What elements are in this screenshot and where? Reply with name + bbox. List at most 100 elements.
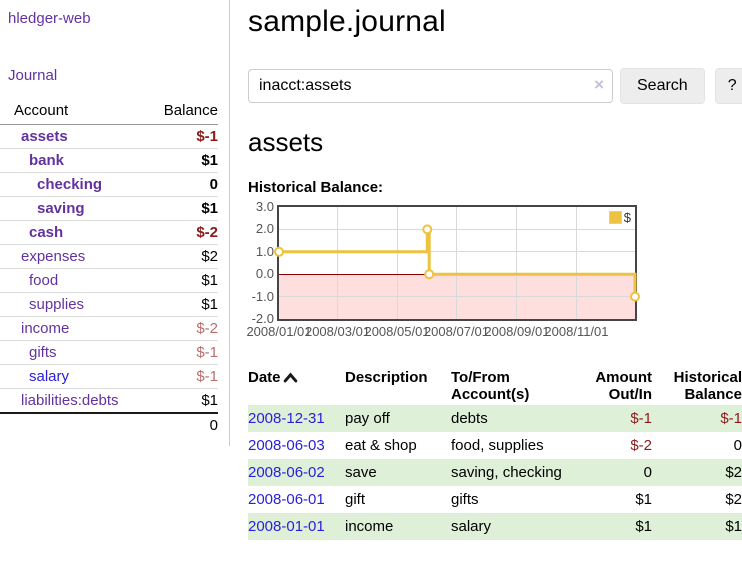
register-row: 2008-06-02 save saving, checking 0 $2 [248, 459, 742, 486]
register-body: 2008-12-31 pay off debts $-1 $-1 2008-06-03 ea… [248, 405, 742, 540]
account-title: assets [248, 127, 324, 157]
transaction-amount: 0 [643, 464, 652, 481]
main-content: sample.journal × Search ? assets Histori… [231, 0, 742, 540]
register-table: Date Description To/From Account(s) Amou… [248, 367, 742, 540]
sidebar-account-row: saving $1 [0, 196, 218, 221]
app-title-link[interactable]: hledger-web [8, 10, 91, 27]
y-axis-tick-label: -2.0 [251, 311, 274, 326]
transaction-date-link[interactable]: 2008-06-03 [248, 437, 325, 454]
gridline-horizontal [279, 296, 635, 298]
transaction-accounts: salary [451, 518, 492, 535]
transaction-balance: $-1 [720, 410, 742, 427]
clear-search-icon[interactable]: × [594, 75, 604, 94]
x-axis-tick-label: 2008/03/01 [304, 324, 371, 339]
sidebar-account-link[interactable]: checking [37, 176, 103, 193]
transaction-description: save [345, 464, 377, 481]
transaction-description: income [345, 518, 394, 535]
register-col-date[interactable]: Date [248, 367, 345, 405]
transaction-accounts: debts [451, 410, 488, 427]
legend-label: $ [623, 210, 631, 225]
y-axis-tick-label: -1.0 [251, 288, 274, 304]
transaction-amount: $1 [635, 491, 652, 508]
sidebar-account-link[interactable]: supplies [29, 296, 85, 313]
historical-balance-chart: $3.0 2.0 1.0 0.0 -1.0 -2.0 2008/01/01 2008/03/0… [246, 199, 742, 346]
data-point-marker [422, 224, 433, 235]
legend-swatch [608, 211, 622, 224]
sidebar-account-link[interactable]: expenses [21, 248, 86, 265]
chart-plot-area: $ [274, 205, 640, 321]
sidebar-account-row: assets $-1 [0, 124, 218, 149]
y-axis-tick-label: 1.0 [255, 243, 274, 259]
sidebar-account-link[interactable]: gifts [29, 344, 57, 361]
sidebar-account-row: food $1 [0, 268, 218, 293]
search-form: × Search ? [248, 68, 742, 104]
data-point-marker [274, 246, 284, 257]
search-box: × [248, 69, 613, 103]
register-row: 2008-06-03 eat & shop food, supplies $-2 0 [248, 432, 742, 459]
nav-journal-link[interactable]: Journal [8, 67, 58, 84]
transaction-description: gift [345, 491, 366, 508]
sidebar-col-account: Account [0, 99, 130, 125]
transaction-balance: 0 [733, 437, 742, 454]
transaction-balance: $1 [725, 518, 742, 535]
transaction-date-link[interactable]: 2008-01-01 [248, 518, 325, 535]
sidebar-accounts-table: Account Balance assets $-1 bank $1 checking 0… [0, 99, 218, 438]
sidebar-total-row: 0 [0, 412, 218, 438]
transaction-amount: $-2 [630, 437, 652, 454]
sidebar-account-row: liabilities:debts $1 [0, 388, 218, 414]
sidebar-account-balance: $2 [130, 244, 218, 269]
sidebar-account-balance: $-1 [130, 124, 218, 149]
sidebar-account-link[interactable]: liabilities:debts [21, 392, 119, 409]
sidebar-account-link[interactable]: bank [29, 152, 65, 169]
sidebar-account-balance: $1 [130, 388, 218, 414]
y-axis-tick-label: 2.0 [255, 221, 274, 237]
sidebar-account-row: supplies $1 [0, 292, 218, 317]
gridline-vertical [516, 207, 518, 319]
sidebar-account-row: gifts $-1 [0, 340, 218, 365]
gridline-vertical [337, 207, 339, 319]
transaction-accounts: gifts [451, 491, 479, 508]
transaction-date-link[interactable]: 2008-06-01 [248, 491, 325, 508]
sidebar-account-balance: $1 [130, 268, 218, 293]
register-col-accounts: To/From Account(s) [451, 369, 530, 403]
data-point-marker [630, 291, 640, 302]
sidebar-account-row: cash $-2 [0, 220, 218, 245]
help-button[interactable]: ? [714, 68, 742, 104]
gridline-vertical [396, 207, 398, 319]
page-title: sample.journal [248, 5, 446, 38]
sidebar-account-link[interactable]: food [29, 272, 59, 289]
gridline-vertical [575, 207, 577, 319]
gridline-horizontal [279, 228, 635, 230]
sidebar-account-balance: $1 [130, 148, 218, 173]
sidebar-account-link[interactable]: saving [37, 200, 85, 217]
register-row: 2008-12-31 pay off debts $-1 $-1 [248, 405, 742, 432]
search-input[interactable] [248, 69, 613, 103]
transaction-date-link[interactable]: 2008-06-02 [248, 464, 325, 481]
sidebar-account-balance: $1 [130, 292, 218, 317]
sidebar-accounts-body: assets $-1 bank $1 checking 0 saving $1 cash $-2 e… [0, 124, 218, 414]
transaction-accounts: food, supplies [451, 437, 544, 454]
transaction-description: eat & shop [345, 437, 417, 454]
x-axis-tick-label: 2008/09/01 [484, 324, 550, 339]
register-col-description: Description [345, 369, 428, 386]
register-header-row: Date Description To/From Account(s) Amou… [248, 367, 742, 405]
y-axis-tick-label: 3.0 [255, 199, 274, 214]
sidebar: hledger-web Journal Account Balance asse… [0, 0, 230, 446]
chart-legend: $ [608, 210, 631, 225]
sidebar-account-link[interactable]: cash [29, 224, 64, 241]
x-axis-tick-label: 2008/01/01 [246, 324, 312, 339]
register-col-amount: Amount Out/In [595, 369, 652, 403]
sidebar-account-balance: $-1 [130, 340, 218, 365]
search-button[interactable]: Search [620, 68, 705, 104]
transaction-date-link[interactable]: 2008-12-31 [248, 410, 325, 427]
x-axis-tick-label: 2008/07/01 [423, 324, 490, 339]
transaction-balance: $2 [725, 464, 742, 481]
sidebar-header-row: Account Balance [0, 99, 218, 125]
transaction-amount: $-1 [630, 410, 652, 427]
sidebar-account-link[interactable]: income [21, 320, 70, 337]
sidebar-account-link[interactable]: salary [29, 368, 70, 385]
sidebar-account-link[interactable]: assets [21, 128, 68, 145]
sidebar-account-balance: $-2 [130, 220, 218, 245]
x-axis-tick-label: 2008/05/01 [364, 324, 430, 339]
